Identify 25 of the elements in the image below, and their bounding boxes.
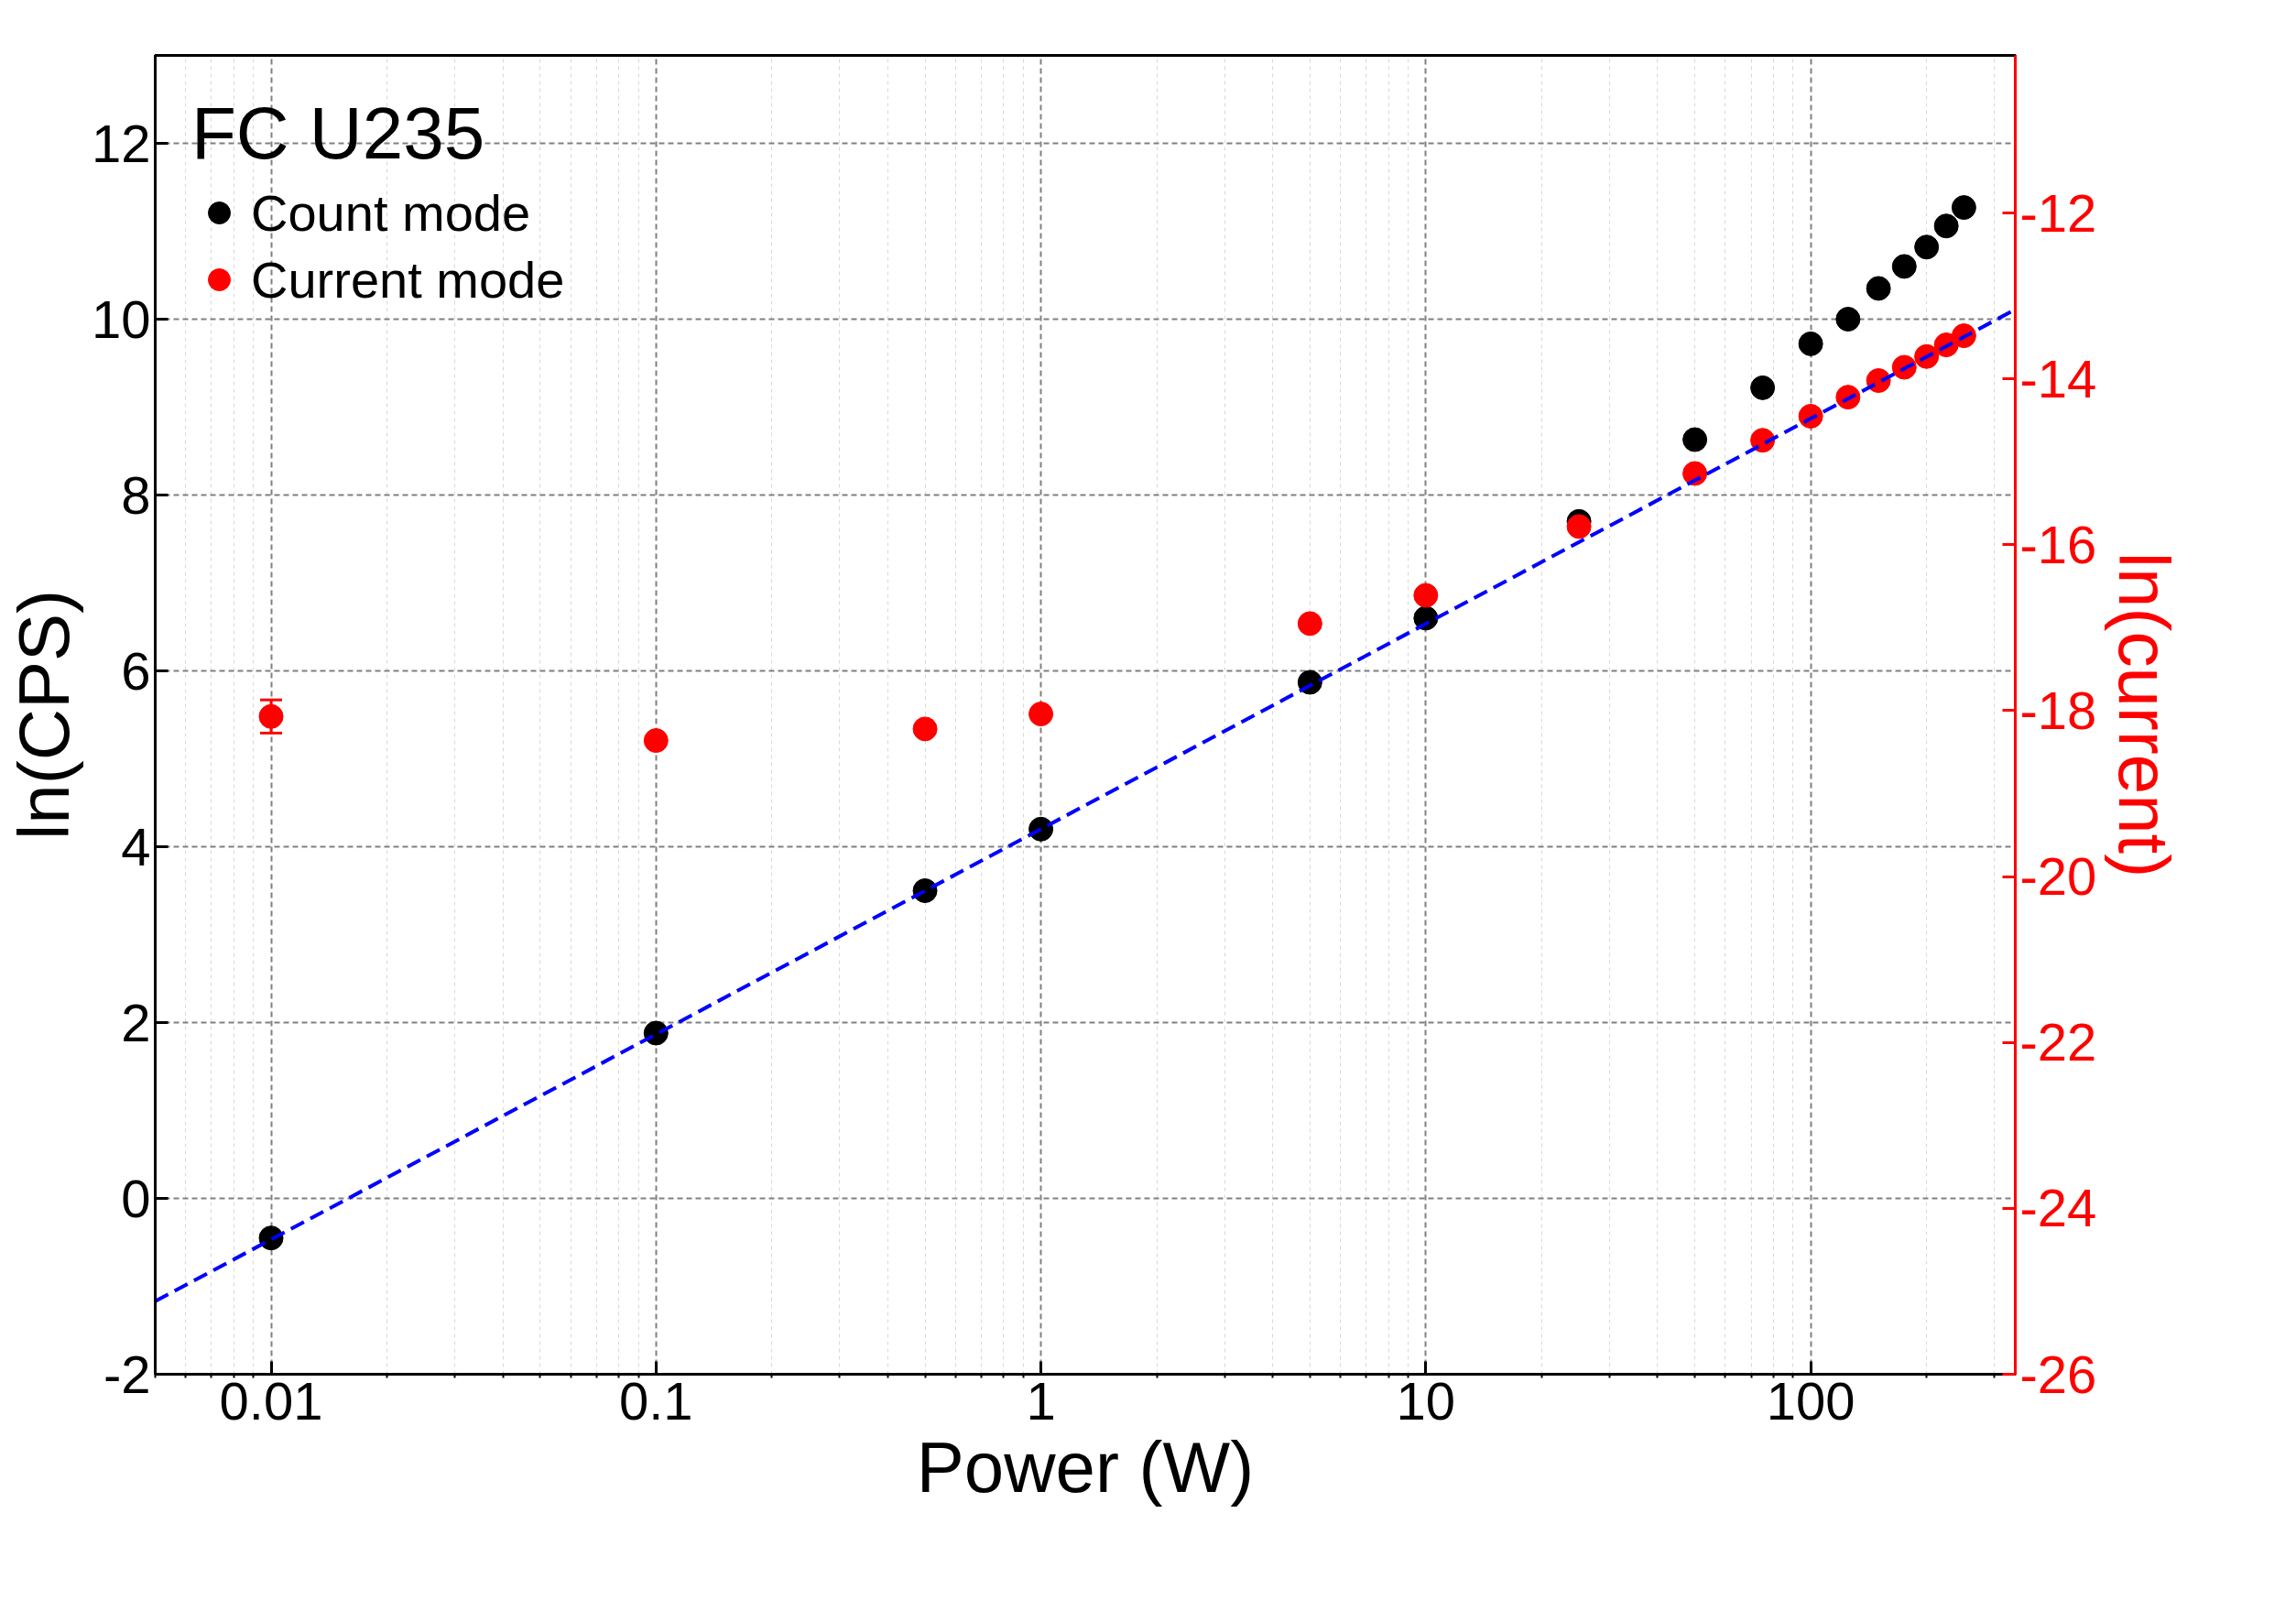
y-tick-label: 2 <box>121 992 151 1052</box>
legend-label: Current mode <box>251 249 565 310</box>
y-axis-title: ln(CPS) <box>3 589 84 841</box>
y-tick-label: 6 <box>121 640 151 701</box>
y-tick-label: 4 <box>121 816 151 876</box>
y2-tick-label: -12 <box>2019 182 2097 243</box>
y-tick-label: 10 <box>91 288 151 349</box>
x-tick-label: 0.1 <box>618 1370 693 1431</box>
y2-tick-label: -14 <box>2019 348 2097 408</box>
y2-tick-label: -16 <box>2019 514 2097 574</box>
y2-axis-title: ln(current) <box>2104 551 2185 878</box>
y2-tick-label: -20 <box>2019 846 2097 907</box>
y-tick-label: 12 <box>91 113 151 173</box>
y-tick-label: 8 <box>121 464 151 525</box>
y-tick-label: 0 <box>121 1168 151 1228</box>
x-tick-label: 10 <box>1396 1370 1456 1431</box>
y2-tick-label: -26 <box>2019 1344 2097 1404</box>
y2-tick-label: -18 <box>2019 680 2097 740</box>
x-tick-label: 0.01 <box>219 1370 323 1431</box>
y2-tick-label: -24 <box>2019 1178 2097 1238</box>
y2-tick-label: -22 <box>2019 1012 2097 1072</box>
y-tick-label: -2 <box>103 1344 151 1404</box>
legend-label: Count mode <box>251 182 531 244</box>
legend-title: FC U235 <box>191 92 486 176</box>
x-tick-label: 100 <box>1766 1370 1855 1431</box>
